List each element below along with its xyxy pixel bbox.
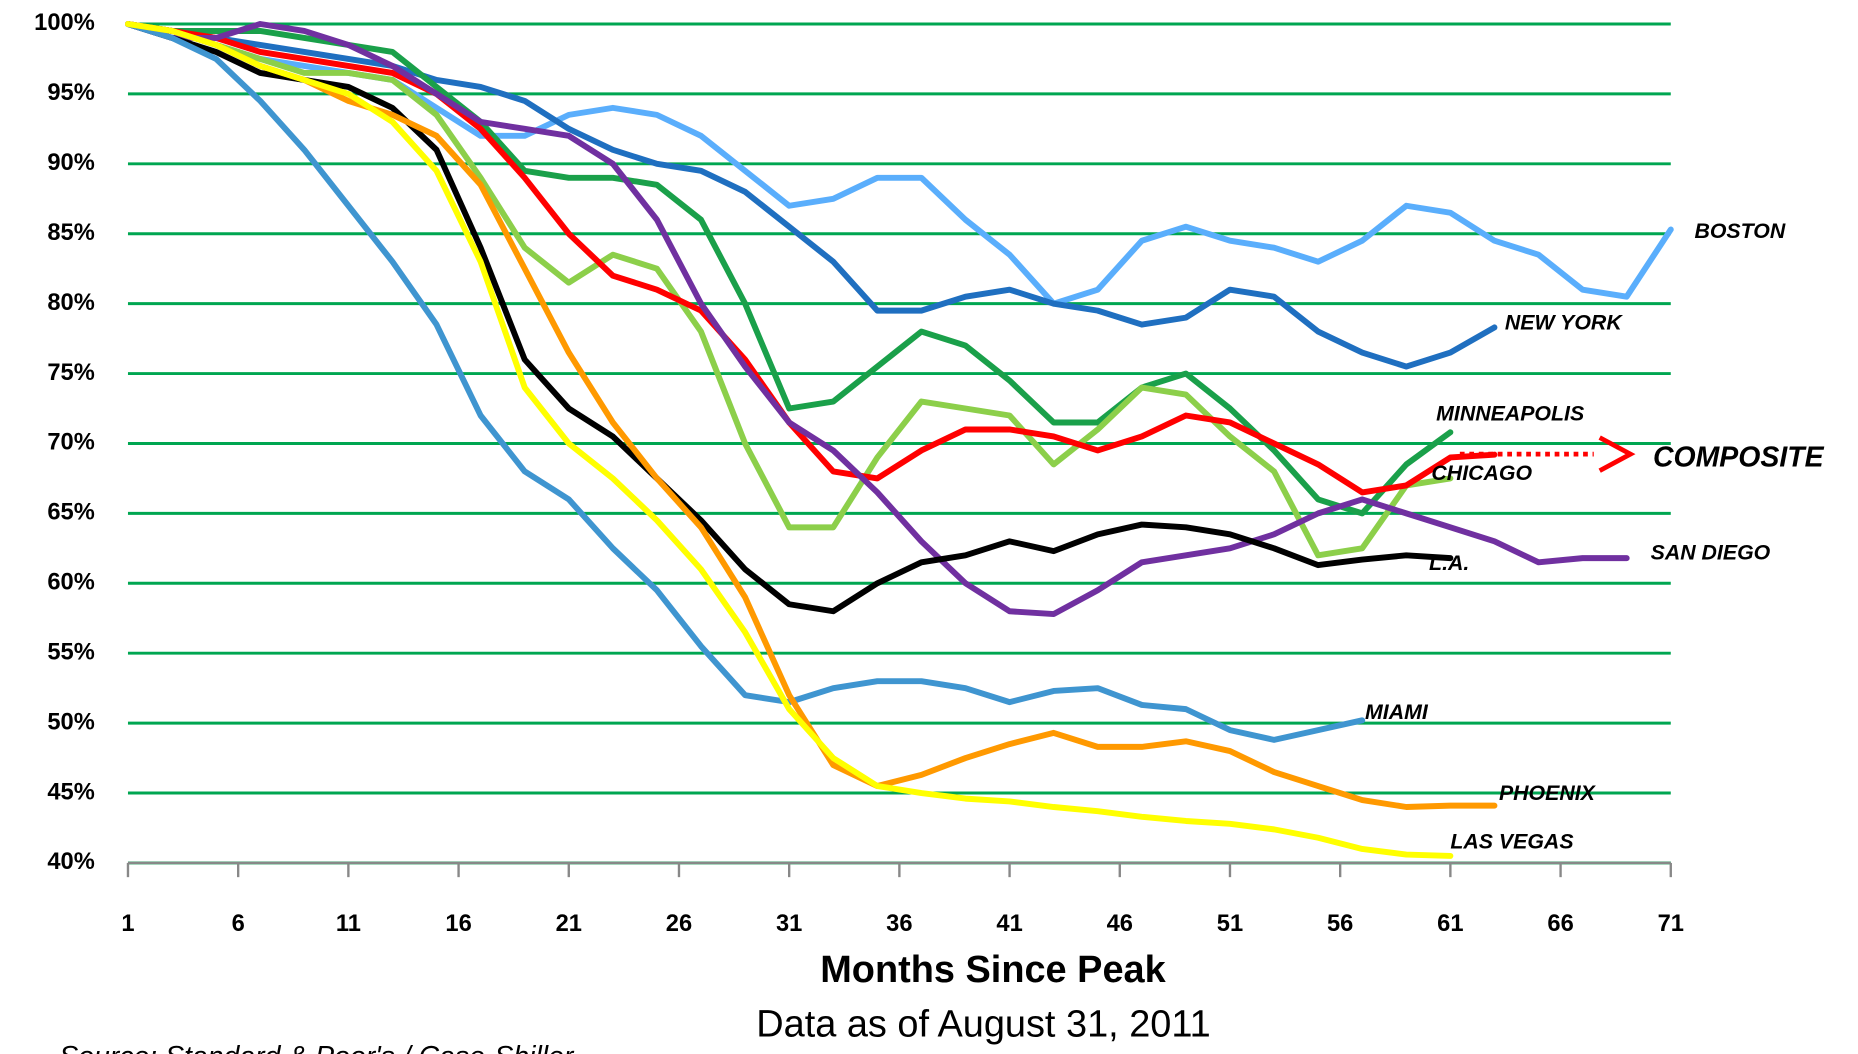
x-tick-label: 66 — [1547, 911, 1573, 937]
y-tick-label: 95% — [47, 80, 94, 106]
y-tick-label: 90% — [47, 150, 94, 176]
y-tick-label: 100% — [34, 10, 95, 36]
series-label: MINNEAPOLIS — [1436, 402, 1584, 426]
x-tick-label: 46 — [1107, 911, 1133, 937]
x-tick-label: 31 — [776, 911, 802, 937]
grid: 40% 45% 50% 55% 60% 65% 70% 75% 80% 85% 90% 95% 100%… — [34, 10, 1684, 937]
x-tick-label: 16 — [445, 911, 471, 937]
series-label: BOSTON — [1694, 219, 1785, 243]
series-line — [125, 21, 1454, 615]
x-tick-label: 41 — [996, 911, 1022, 937]
x-tick-label: 56 — [1327, 911, 1353, 937]
series-line — [125, 21, 1498, 496]
series-line — [125, 21, 1366, 743]
x-tick-label: 21 — [556, 911, 582, 937]
series-label: LAS VEGAS — [1450, 829, 1573, 853]
x-tick-label: 36 — [886, 911, 912, 937]
y-tick-label: 65% — [47, 500, 94, 526]
series-label: PHOENIX — [1499, 781, 1597, 805]
y-tick-label: 85% — [47, 220, 94, 246]
y-tick-label: 50% — [47, 709, 94, 735]
lines — [125, 21, 1674, 859]
y-tick-label: 45% — [47, 779, 94, 805]
series-line — [125, 21, 1498, 810]
series-label: MIAMI — [1365, 700, 1429, 724]
y-tick-label: 80% — [47, 290, 94, 316]
series-line — [125, 21, 1630, 618]
x-tick-label: 71 — [1658, 911, 1684, 937]
x-tick-label: 6 — [232, 911, 245, 937]
series-label: CHICAGO — [1431, 461, 1532, 485]
composite-arrowhead — [1598, 435, 1636, 473]
x-tick-label: 11 — [336, 911, 361, 937]
series-label: SAN DIEGO — [1651, 540, 1771, 564]
series-label: L.A. — [1429, 551, 1469, 575]
source: Source: Standard & Poor's / Case-Shiller — [59, 1041, 575, 1054]
x-tick-label: 61 — [1437, 911, 1463, 937]
y-tick-label: 70% — [47, 430, 94, 456]
y-tick-label: 75% — [47, 360, 94, 386]
series-line — [125, 21, 1454, 559]
x-tick-label: 51 — [1217, 911, 1243, 937]
series-label: COMPOSITE — [1653, 441, 1825, 473]
series-line — [125, 21, 1454, 517]
subtitle: Data as of August 31, 2011 — [756, 1003, 1211, 1045]
series-label: NEW YORK — [1505, 310, 1623, 334]
x-axis-title: Months Since Peak — [820, 949, 1166, 991]
x-tick-label: 26 — [666, 911, 692, 937]
series-line — [125, 21, 1498, 370]
y-tick-label: 40% — [47, 849, 94, 875]
x-tick-label: 1 — [121, 911, 134, 937]
series-line — [125, 21, 1454, 859]
y-tick-label: 55% — [47, 639, 94, 665]
y-tick-label: 60% — [47, 570, 94, 596]
